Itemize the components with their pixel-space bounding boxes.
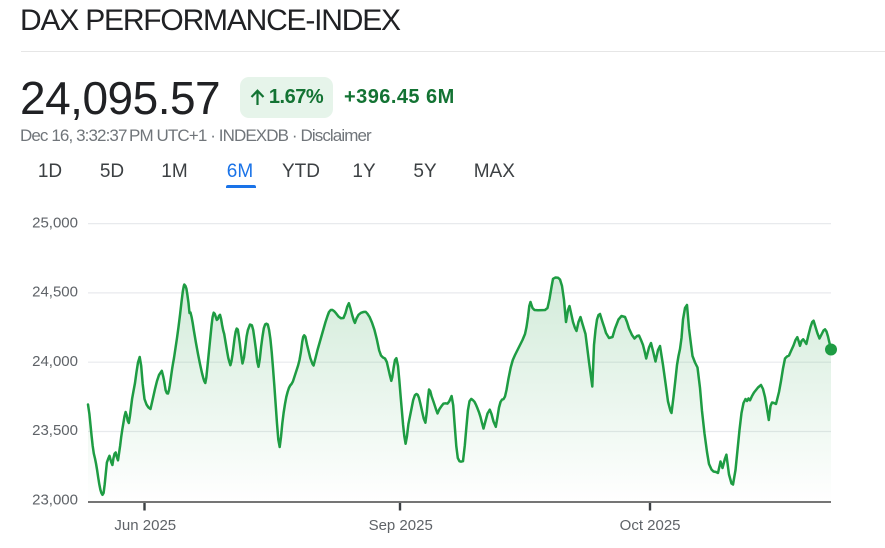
svg-text:Sep 2025: Sep 2025: [369, 517, 433, 534]
svg-text:23,500: 23,500: [32, 422, 78, 439]
svg-text:24,000: 24,000: [32, 353, 78, 370]
svg-text:25,000: 25,000: [32, 214, 78, 231]
svg-text:23,000: 23,000: [32, 492, 78, 509]
svg-text:24,500: 24,500: [32, 284, 78, 301]
svg-text:Oct 2025: Oct 2025: [620, 517, 681, 534]
svg-text:Jun 2025: Jun 2025: [114, 517, 176, 534]
